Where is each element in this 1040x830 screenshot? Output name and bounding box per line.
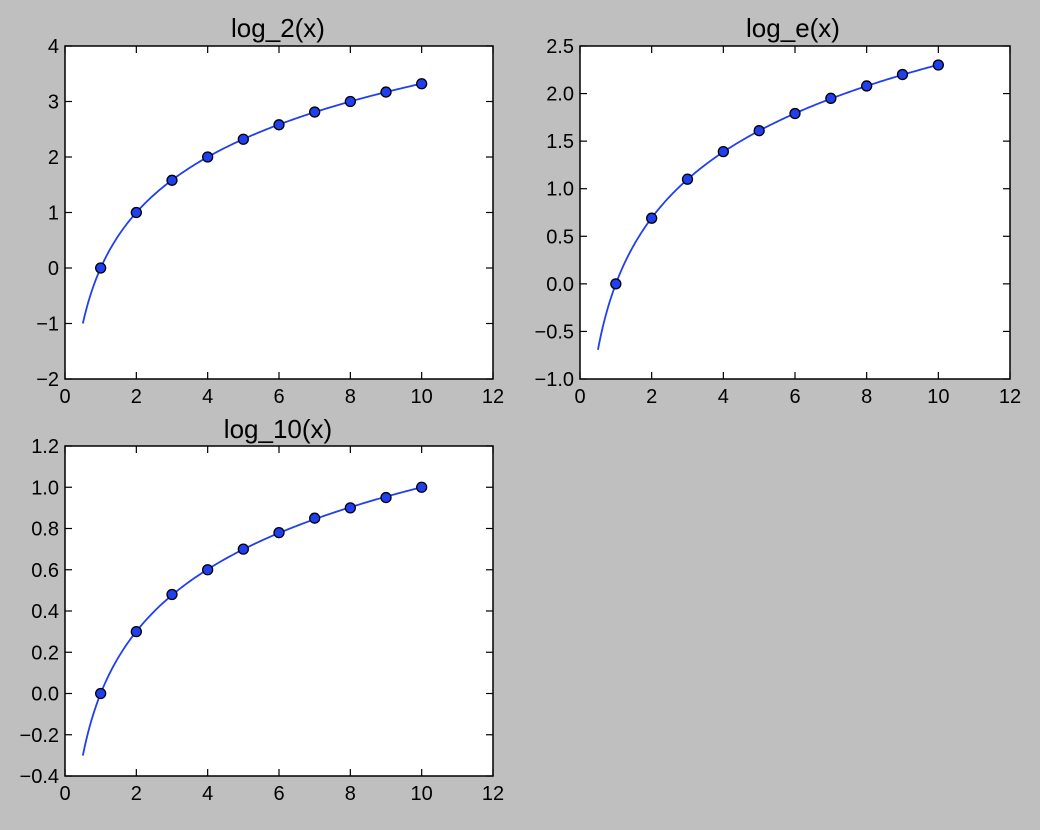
x-tick-label: 8 <box>345 386 356 408</box>
subplot-title: log_10(x) <box>224 414 332 444</box>
x-tick-label: 10 <box>411 386 433 408</box>
data-point <box>237 543 249 555</box>
axes-frame <box>579 45 1011 380</box>
y-tick-label: 1 <box>48 203 59 225</box>
data-point <box>932 59 944 71</box>
data-point <box>380 86 392 98</box>
data-point <box>95 262 107 274</box>
data-point <box>273 119 285 131</box>
data-point <box>681 173 694 185</box>
y-tick-label: −2 <box>36 369 59 391</box>
y-tick-label: 1.0 <box>546 179 574 201</box>
y-tick-label: 4 <box>48 36 59 58</box>
axes-frame <box>64 45 494 380</box>
data-point <box>416 481 428 493</box>
data-point <box>896 68 909 81</box>
data-point <box>95 687 107 700</box>
data-point <box>202 564 214 576</box>
x-tick-label: 0 <box>59 386 70 408</box>
x-tick-label: 8 <box>345 783 356 805</box>
data-point <box>344 502 356 514</box>
y-tick-label: 2.5 <box>546 36 574 58</box>
data-point <box>309 512 321 524</box>
x-tick-label: 12 <box>482 386 504 408</box>
data-point <box>344 95 356 108</box>
y-tick-label: 0.6 <box>31 560 59 582</box>
x-tick-label: 6 <box>273 783 284 805</box>
x-tick-label: 6 <box>789 386 800 408</box>
x-tick-label: 4 <box>202 783 213 805</box>
y-tick-label: 1.0 <box>31 477 59 499</box>
x-tick-label: 6 <box>273 386 284 408</box>
x-tick-label: 2 <box>131 783 142 805</box>
y-tick-label: 1.2 <box>31 436 59 458</box>
data-point <box>166 174 178 186</box>
x-tick-label: 2 <box>646 386 657 408</box>
data-point <box>273 526 285 539</box>
data-point <box>130 625 142 638</box>
subplot-title: log_2(x) <box>231 13 325 43</box>
data-point <box>753 125 765 137</box>
x-tick-label: 10 <box>411 783 433 805</box>
x-tick-label: 0 <box>574 386 585 408</box>
y-tick-label: 0.4 <box>31 601 59 623</box>
data-point <box>202 151 214 163</box>
axes-frame <box>64 445 494 777</box>
y-tick-label: −0.5 <box>535 321 574 343</box>
data-point <box>610 278 622 290</box>
y-tick-label: 2 <box>48 147 59 169</box>
x-tick-label: 4 <box>202 386 213 408</box>
x-tick-label: 2 <box>131 386 142 408</box>
data-point <box>789 107 801 120</box>
y-tick-label: 0 <box>48 258 59 280</box>
data-point <box>717 145 729 158</box>
data-point <box>380 491 392 504</box>
data-point <box>825 92 837 104</box>
data-point <box>861 80 873 92</box>
y-tick-label: −0.4 <box>20 766 59 788</box>
y-tick-label: 2.0 <box>546 84 574 106</box>
y-tick-label: 3 <box>48 92 59 114</box>
x-tick-label: 8 <box>861 386 872 408</box>
y-tick-label: 0.2 <box>31 642 59 664</box>
y-tick-label: 0.0 <box>546 274 574 296</box>
y-tick-label: 0.5 <box>546 226 574 248</box>
x-tick-label: 12 <box>999 386 1021 408</box>
data-point <box>166 588 178 601</box>
y-tick-label: 0.8 <box>31 519 59 541</box>
data-point <box>237 133 249 145</box>
x-tick-label: 12 <box>482 783 504 805</box>
data-point <box>309 106 321 118</box>
data-point <box>416 78 428 90</box>
y-tick-label: 0.0 <box>31 684 59 706</box>
subplot-title: log_e(x) <box>746 13 840 43</box>
subplot-log10: log_10(x) 0 2 4 6 8 10 12 −0.4 −0.2 0.0 0.2 0.4 0.6 0… <box>20 414 505 805</box>
x-tick-label: 0 <box>59 783 70 805</box>
y-tick-label: 1.5 <box>546 131 574 153</box>
data-point <box>130 206 142 219</box>
y-tick-label: −1 <box>36 314 59 336</box>
x-tick-label: 10 <box>927 386 949 408</box>
y-tick-label: −1.0 <box>535 369 574 391</box>
x-tick-label: 4 <box>718 386 729 408</box>
data-point <box>646 212 658 224</box>
subplot-ln: log_e(x) 0 2 4 6 8 10 12 −1.0 −0.5 0.0 0.5 1.0 1.5 2.… <box>535 13 1022 408</box>
y-tick-label: −0.2 <box>20 725 59 747</box>
